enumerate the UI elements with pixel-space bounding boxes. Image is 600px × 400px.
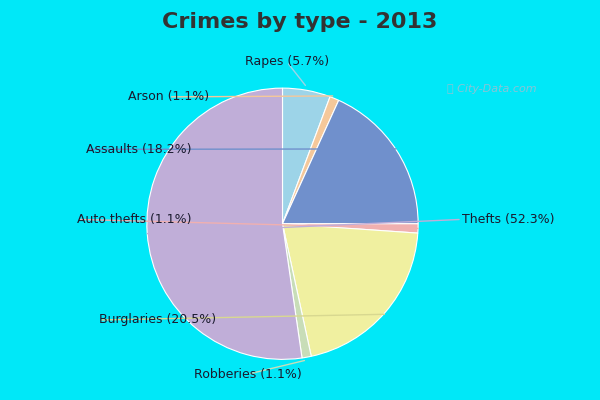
Text: Assaults (18.2%): Assaults (18.2%)	[86, 143, 191, 156]
Wedge shape	[283, 224, 311, 358]
Wedge shape	[283, 97, 338, 224]
Text: ⓘ City-Data.com: ⓘ City-Data.com	[446, 84, 536, 94]
Text: Robberies (1.1%): Robberies (1.1%)	[194, 368, 301, 381]
Wedge shape	[283, 224, 418, 356]
Text: Crimes by type - 2013: Crimes by type - 2013	[163, 12, 437, 32]
Wedge shape	[283, 100, 418, 224]
Wedge shape	[283, 224, 418, 233]
Text: Arson (1.1%): Arson (1.1%)	[128, 90, 209, 103]
Wedge shape	[283, 88, 330, 224]
Text: Burglaries (20.5%): Burglaries (20.5%)	[99, 314, 216, 326]
Text: Auto thefts (1.1%): Auto thefts (1.1%)	[77, 213, 191, 226]
Wedge shape	[147, 88, 302, 359]
Text: Thefts (52.3%): Thefts (52.3%)	[462, 213, 554, 226]
Text: Rapes (5.7%): Rapes (5.7%)	[245, 55, 329, 68]
